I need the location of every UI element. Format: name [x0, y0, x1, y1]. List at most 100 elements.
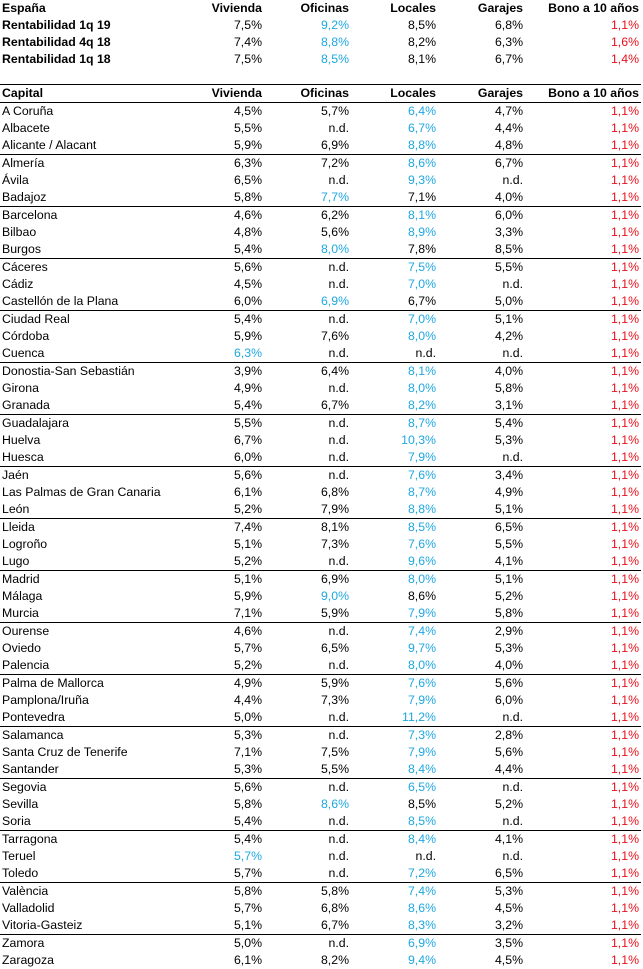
row-label: Granada: [2, 398, 50, 412]
value-cell: 5,9%: [320, 606, 349, 620]
value-cell: 6,0%: [494, 693, 523, 707]
value-cell: 5,8%: [494, 606, 523, 620]
value-cell: 1,1%: [610, 901, 639, 915]
value-cell: 6,8%: [494, 18, 523, 32]
value-cell: 8,4%: [351, 830, 438, 848]
value-cell: 1,1%: [525, 622, 641, 640]
value-cell: 5,3%: [438, 882, 525, 900]
value-cell: 5,8%: [264, 882, 351, 900]
row-label: Cuenca: [2, 346, 45, 360]
value-cell: 1,1%: [610, 173, 639, 187]
row-label: Santa Cruz de Tenerife: [2, 745, 128, 759]
table-row: Sevilla 5,8% 8,6% 8,5% 5,2% 1,1%: [0, 796, 641, 813]
value-cell: 6,4%: [264, 362, 351, 380]
value-cell: 6,0%: [438, 206, 525, 224]
value-cell: 1,1%: [610, 346, 639, 360]
value-cell: 5,2%: [494, 797, 523, 811]
value-cell: 2,9%: [438, 622, 525, 640]
value-cell: 1,1%: [610, 658, 639, 672]
value-cell: n.d.: [415, 346, 436, 360]
value-cell: 4,8%: [233, 225, 262, 239]
value-cell: 1,1%: [610, 225, 639, 239]
value-cell: 6,7%: [320, 918, 349, 932]
table-row: Logroño 5,1% 7,3% 7,6% 5,5% 1,1%: [0, 536, 641, 553]
row-label: Madrid: [0, 570, 194, 588]
value-cell: 1,1%: [610, 277, 639, 291]
value-cell: 9,0%: [320, 589, 349, 603]
value-cell: n.d.: [328, 866, 349, 880]
value-cell: 8,8%: [320, 35, 349, 49]
value-cell: 8,2%: [407, 35, 436, 49]
value-cell: n.d.: [502, 277, 523, 291]
row-label: Logroño: [2, 537, 48, 551]
table-row: Castellón de la Plana 6,0% 6,9% 6,7% 5,0% 1,1…: [0, 293, 641, 311]
spacer-cell: [525, 68, 641, 85]
value-cell: 7,3%: [351, 726, 438, 744]
value-cell: 7,5%: [320, 745, 349, 759]
value-cell: 1,1%: [525, 882, 641, 900]
value-cell: 9,7%: [407, 641, 436, 655]
value-cell: 5,4%: [233, 398, 262, 412]
value-cell: 6,7%: [320, 398, 349, 412]
value-cell: 6,2%: [264, 206, 351, 224]
value-cell: 5,5%: [233, 121, 262, 135]
row-label: Valladolid: [2, 901, 55, 915]
row-label: Burgos: [2, 242, 41, 256]
value-cell: 5,5%: [320, 762, 349, 776]
value-cell: 1,1%: [525, 674, 641, 692]
value-cell: 5,1%: [233, 918, 262, 932]
row-label: Lleida: [0, 518, 194, 536]
value-cell: 3,5%: [438, 934, 525, 952]
table-row: Santander 5,3% 5,5% 8,4% 4,4% 1,1%: [0, 761, 641, 779]
value-cell: 7,2%: [407, 866, 436, 880]
row-label: Donostia-San Sebastián: [0, 362, 194, 380]
row-label: Toledo: [2, 866, 39, 880]
table-row: Huesca 6,0% n.d. 7,9% n.d. 1,1%: [0, 449, 641, 467]
row-label: Rentabilidad 1q 19: [2, 18, 111, 32]
column-header: Capital: [0, 84, 194, 103]
value-cell: 1,1%: [525, 258, 641, 276]
value-cell: 6,1%: [233, 485, 262, 499]
row-label: Ciudad Real: [0, 310, 194, 328]
value-cell: 7,6%: [351, 466, 438, 484]
value-cell: 7,5%: [351, 258, 438, 276]
value-cell: 7,3%: [320, 693, 349, 707]
table-row: Huelva 6,7% n.d. 10,3% 5,3% 1,1%: [0, 432, 641, 449]
table-row: Cáceres 5,6% n.d. 7,5% 5,5% 1,1%: [0, 258, 641, 276]
value-cell: n.d.: [264, 622, 351, 640]
value-cell: 6,5%: [351, 778, 438, 796]
table-row: Burgos 5,4% 8,0% 7,8% 8,5% 1,1%: [0, 241, 641, 259]
row-label: Murcia: [2, 606, 39, 620]
value-cell: 1,1%: [610, 398, 639, 412]
value-cell: 5,8%: [194, 882, 264, 900]
value-cell: 4,4%: [494, 762, 523, 776]
column-header: Bono a 10 años: [525, 84, 641, 103]
value-cell: 7,1%: [233, 745, 262, 759]
value-cell: 1,1%: [610, 710, 639, 724]
value-cell: 3,1%: [494, 398, 523, 412]
row-label: Córdoba: [2, 329, 50, 343]
table-row: Granada 5,4% 6,7% 8,2% 3,1% 1,1%: [0, 397, 641, 415]
value-cell: 6,5%: [233, 173, 262, 187]
value-cell: 5,2%: [233, 502, 262, 516]
value-cell: 3,3%: [494, 225, 523, 239]
value-cell: n.d.: [328, 450, 349, 464]
value-cell: 5,5%: [494, 537, 523, 551]
value-cell: 4,9%: [194, 674, 264, 692]
column-header: Oficinas: [264, 84, 351, 103]
value-cell: n.d.: [502, 710, 523, 724]
value-cell: n.d.: [264, 466, 351, 484]
value-cell: 4,0%: [494, 190, 523, 204]
value-cell: 5,7%: [233, 866, 262, 880]
value-cell: 4,7%: [438, 102, 525, 120]
value-cell: 1,1%: [610, 138, 639, 152]
value-cell: 1,1%: [525, 778, 641, 796]
row-label: Castellón de la Plana: [2, 294, 119, 308]
value-cell: 5,8%: [494, 381, 523, 395]
row-label: Barcelona: [0, 206, 194, 224]
value-cell: 6,7%: [407, 121, 436, 135]
value-cell: 5,3%: [233, 762, 262, 776]
value-cell: 5,5%: [438, 258, 525, 276]
row-label: Santander: [2, 762, 59, 776]
